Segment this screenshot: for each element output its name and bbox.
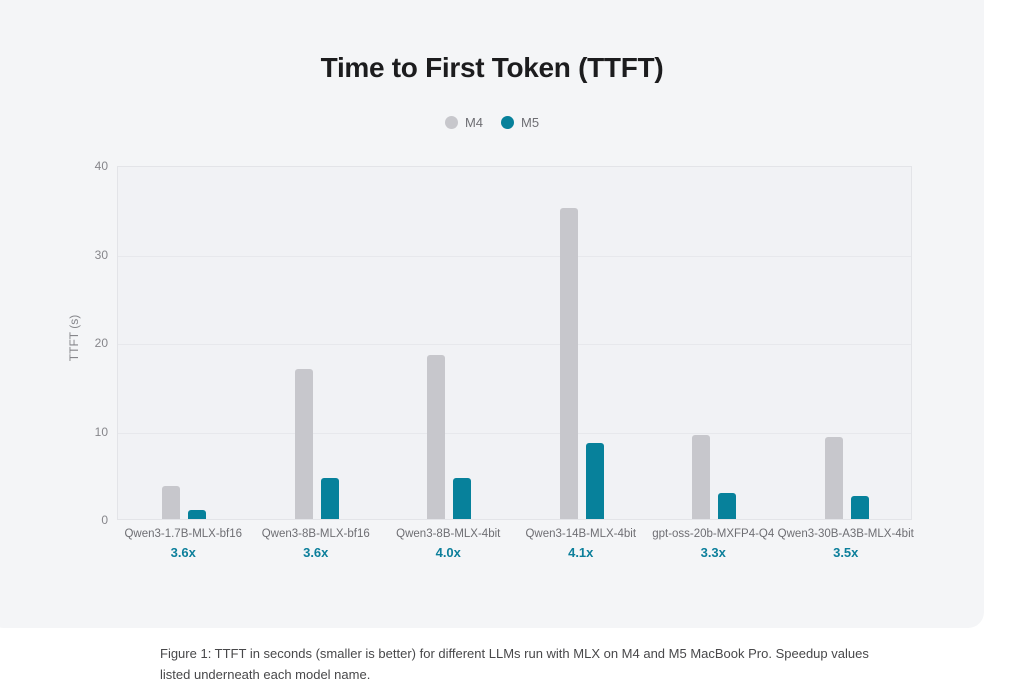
bar-m5-gpt-oss-20b-mxfp4-q4 — [718, 493, 737, 519]
legend-item-m5: M5 — [501, 115, 539, 130]
plot-area — [117, 166, 912, 520]
legend-dot-m4 — [444, 116, 458, 129]
bar-m4-qwen3-1.7b-mlx-bf16 — [162, 486, 181, 519]
gridline-10 — [118, 432, 911, 434]
y-tick-10: 10 — [94, 424, 108, 439]
bar-m4-qwen3-14b-mlx-4bit — [559, 208, 578, 519]
bar-m5-qwen3-8b-mlx-bf16 — [320, 478, 339, 519]
bar-m5-qwen3-1.7b-mlx-bf16 — [188, 510, 207, 519]
y-tick-30: 30 — [94, 247, 108, 262]
speedup-label-gpt-oss-20b-mxfp4-q4: 3.3x — [700, 545, 726, 560]
bar-m4-qwen3-30b-a3b-mlx-4bit — [824, 436, 843, 519]
y-tick-20: 20 — [94, 336, 108, 350]
legend-dot-m5 — [501, 116, 514, 129]
legend-label: M5 — [521, 115, 540, 130]
x-label-qwen3-1.7b-mlx-bf16: Qwen3-1.7B-MLX-bf16 — [124, 528, 243, 540]
x-label-qwen3-14b-mlx-4bit: Qwen3-14B-MLX-4bit — [525, 528, 637, 540]
x-label-gpt-oss-20b-mxfp4-q4: gpt-oss-20b-MXFP4-Q4 — [652, 528, 775, 540]
gridline-20 — [118, 344, 911, 345]
bar-m4-gpt-oss-20b-mxfp4-q4 — [692, 434, 711, 519]
y-tick-40: 40 — [94, 159, 108, 173]
bar-m4-qwen3-8b-mlx-4bit — [427, 355, 446, 519]
bar-m5-qwen3-30b-a3b-mlx-4bit — [850, 496, 869, 519]
speedup-label-qwen3-1.7b-mlx-bf16: 3.6x — [170, 545, 196, 560]
speedup-label-qwen3-8b-mlx-bf16: 3.6x — [303, 545, 329, 560]
bar-m5-qwen3-8b-mlx-4bit — [453, 478, 472, 519]
speedup-label-qwen3-8b-mlx-4bit: 4.0x — [435, 545, 461, 560]
legend-label: M4 — [464, 115, 483, 130]
x-label-qwen3-8b-mlx-bf16: Qwen3-8B-MLX-bf16 — [261, 528, 370, 540]
bar-m5-qwen3-14b-mlx-4bit — [585, 442, 604, 519]
x-label-qwen3-8b-mlx-4bit: Qwen3-8B-MLX-4bit — [396, 528, 501, 540]
chart-title: Time to First Token (TTFT) — [320, 52, 664, 83]
speedup-label-qwen3-30b-a3b-mlx-4bit: 3.5x — [833, 545, 859, 560]
gridline-30 — [118, 255, 911, 257]
speedup-label-qwen3-14b-mlx-4bit: 4.1x — [568, 545, 594, 560]
x-label-qwen3-30b-a3b-mlx-4bit: Qwen3-30B-A3B-MLX-4bit — [777, 528, 914, 540]
y-tick-0: 0 — [101, 513, 108, 527]
figure-caption: Figure 1: TTFT in seconds (smaller is be… — [160, 646, 869, 683]
chart-legend: M4 M5 — [0, 115, 984, 130]
bar-m4-qwen3-8b-mlx-bf16 — [294, 369, 313, 519]
legend-item-m4: M4 — [444, 115, 483, 130]
